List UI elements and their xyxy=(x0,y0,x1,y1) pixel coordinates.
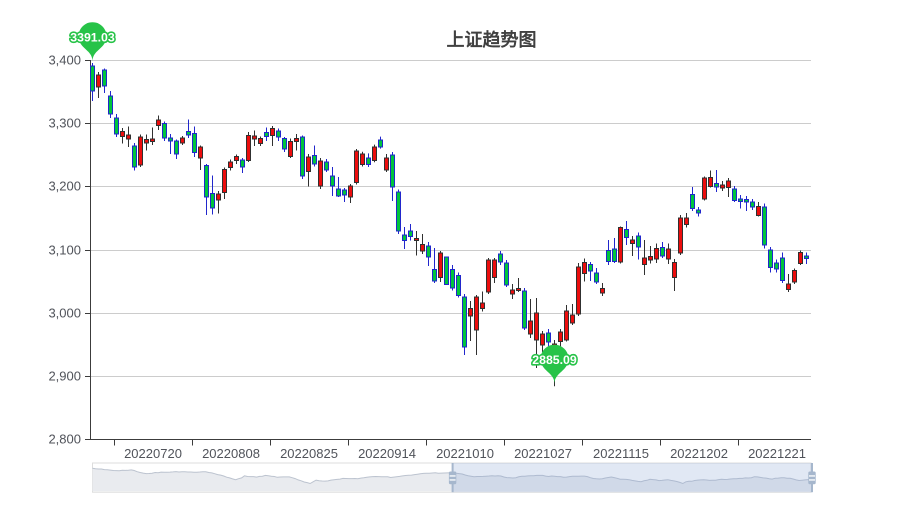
svg-text:3,100: 3,100 xyxy=(48,242,81,257)
svg-text:3,000: 3,000 xyxy=(48,305,81,320)
svg-text:20221027: 20221027 xyxy=(514,446,572,461)
svg-text:3,200: 3,200 xyxy=(48,178,81,193)
svg-text:20220720: 20220720 xyxy=(124,446,182,461)
svg-text:2,900: 2,900 xyxy=(48,368,81,383)
svg-text:20221115: 20221115 xyxy=(593,446,649,461)
svg-text:3,300: 3,300 xyxy=(48,115,81,130)
svg-text:20220825: 20220825 xyxy=(280,446,338,461)
svg-text:20221202: 20221202 xyxy=(670,446,728,461)
svg-text:20220914: 20220914 xyxy=(358,446,416,461)
svg-text:20220808: 20220808 xyxy=(202,446,260,461)
svg-text:20221221: 20221221 xyxy=(748,446,806,461)
svg-text:3391.03: 3391.03 xyxy=(70,30,115,44)
svg-text:3,400: 3,400 xyxy=(48,52,81,67)
svg-text:20221010: 20221010 xyxy=(436,446,494,461)
svg-text:2,800: 2,800 xyxy=(48,431,81,446)
svg-text:2885.09: 2885.09 xyxy=(532,353,577,367)
